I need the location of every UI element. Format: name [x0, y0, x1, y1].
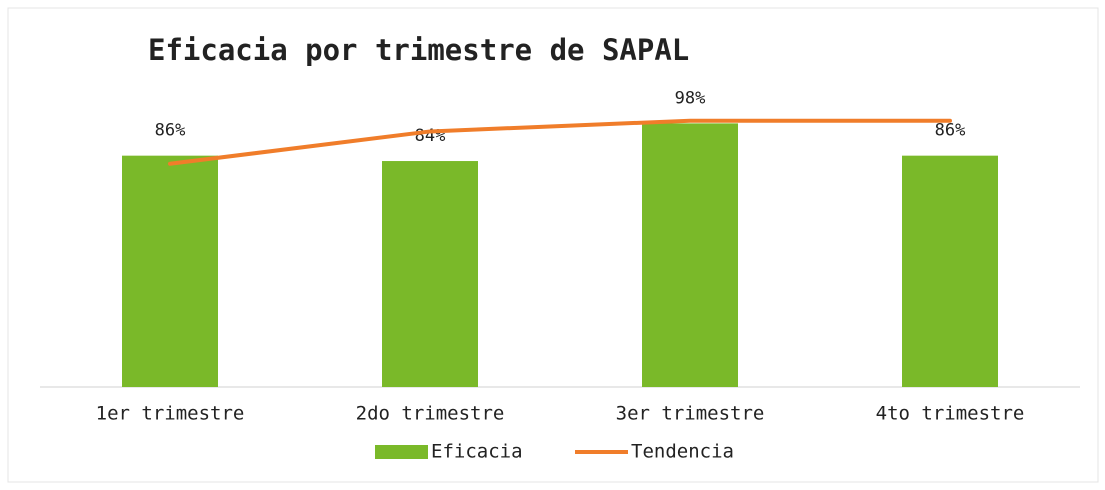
legend-label: Tendencia: [631, 441, 734, 463]
legend-label: Eficacia: [431, 441, 523, 463]
data-label: 98%: [675, 88, 706, 108]
legend-swatch: [375, 445, 428, 459]
x-tick-label: 4to trimestre: [876, 403, 1025, 425]
trend-line: [168, 118, 952, 166]
data-label: 86%: [155, 121, 186, 141]
bar: [382, 161, 478, 387]
data-label: 86%: [935, 121, 966, 141]
x-tick-label: 3er trimestre: [616, 403, 765, 425]
x-tick-label: 1er trimestre: [96, 403, 245, 425]
bar: [642, 123, 738, 387]
bar: [122, 155, 218, 387]
bar: [902, 155, 998, 387]
chart-title: Eficacia por trimestre de SAPAL: [148, 33, 689, 67]
x-tick-label: 2do trimestre: [356, 403, 505, 425]
